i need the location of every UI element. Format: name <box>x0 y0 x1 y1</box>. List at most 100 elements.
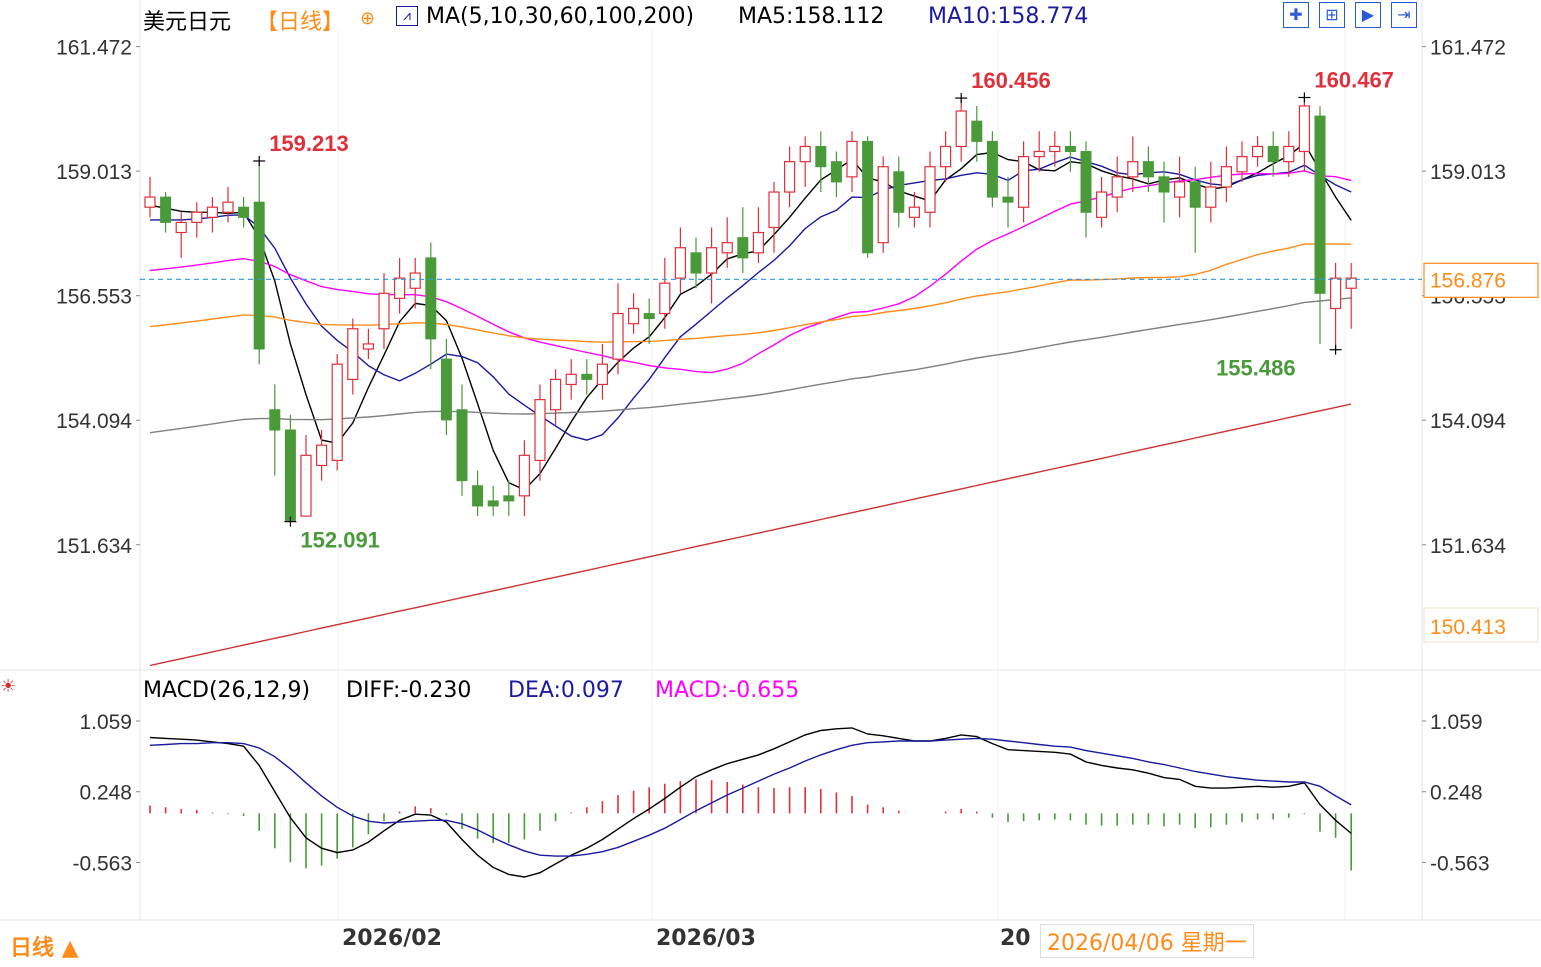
candle-body-up <box>518 454 531 497</box>
ma30-line <box>149 170 1352 374</box>
macd-params-label: MACD(26,12,9) <box>143 678 311 703</box>
y-tick-label-left: 151.634 <box>56 535 132 558</box>
candle-body-up <box>1251 145 1264 158</box>
candle-body-down <box>830 161 842 183</box>
candle-body-down <box>425 257 437 340</box>
candle-body-up <box>596 363 609 386</box>
diff-label: DIFF:-0.230 <box>346 678 472 703</box>
candle-body-up <box>1049 145 1061 153</box>
candle-body-up <box>362 343 374 350</box>
candle-body-up <box>721 242 733 254</box>
candle-body-down <box>1267 145 1279 163</box>
candle-body-up <box>846 140 858 178</box>
y-tick-label-left: 161.472 <box>56 37 132 60</box>
candle-body-down <box>503 495 515 502</box>
candle-body-up <box>534 399 546 461</box>
y-tick-label-right: 151.634 <box>1430 535 1506 558</box>
candle-body-down <box>1142 161 1154 178</box>
candle-body-up <box>1345 277 1357 289</box>
high-annotation: 159.213 <box>269 131 349 156</box>
candle-body-down <box>581 373 593 380</box>
date-label-apr: 20 <box>1000 926 1031 951</box>
candle-body-up <box>1298 105 1311 153</box>
candle-body-up <box>144 196 156 208</box>
candle-body-down <box>269 409 281 431</box>
ma60-line <box>149 243 1352 343</box>
crosshair-toggle-icon[interactable]: ✚ <box>1283 2 1309 28</box>
dea-label: DEA:0.097 <box>508 678 624 703</box>
y-tick-label-left: 154.094 <box>56 410 132 433</box>
ma200-price-box <box>1423 607 1539 643</box>
candle-body-down <box>986 140 998 198</box>
candle-body-up <box>175 221 187 234</box>
candle-body-down <box>737 237 749 259</box>
macd-settings-icon[interactable]: ☀ <box>0 676 17 697</box>
candle-body-down <box>487 500 499 507</box>
step-forward-icon[interactable]: ⇥ <box>1391 2 1417 28</box>
ma-params-label: MA(5,10,30,60,100,200) <box>426 4 695 29</box>
candle-body-up <box>222 201 234 213</box>
candle-body-up <box>347 328 359 380</box>
candle-body-up <box>300 454 312 517</box>
ma10-line <box>150 156 1352 441</box>
zoom-out-icon[interactable]: ⊞ <box>1319 2 1345 28</box>
candle-body-up <box>316 444 328 467</box>
candle-body-down <box>971 120 983 142</box>
candle-body-down <box>160 196 172 223</box>
crosshair-date-label: 2026/04/06 星期一 <box>1040 924 1254 958</box>
candle-body-up <box>783 161 796 193</box>
candle-body-up <box>752 231 765 254</box>
macd-tick-label-right: 1.059 <box>1430 711 1483 734</box>
y-tick-label-left: 159.013 <box>56 161 132 184</box>
candle-body-up <box>409 272 421 289</box>
annotations-layer: 159.213 152.091 160.456 160.467 155.486 <box>253 67 1394 553</box>
candle-body-up <box>705 247 718 274</box>
candle-body-up <box>378 292 390 330</box>
macd-layer <box>149 727 1352 878</box>
period-selector-button[interactable]: 日线 ▲ <box>10 936 79 961</box>
candle-body-down <box>1064 145 1076 153</box>
date-label-mar: 2026/03 <box>656 926 756 951</box>
ma100-line <box>149 297 1352 434</box>
axis-layer: 161.472161.472159.013159.013156.553156.5… <box>56 37 1539 875</box>
macd-tick-label-left: 1.059 <box>79 711 132 734</box>
candle-body-up <box>1095 191 1108 218</box>
candle-body-up <box>908 206 921 218</box>
candle-body-up <box>627 307 640 325</box>
ma-settings-icon[interactable]: ⩘ <box>396 6 418 26</box>
candle-body-up <box>1017 155 1030 208</box>
macd-tick-label-left: 0.248 <box>79 782 132 805</box>
candle-body-down <box>456 409 468 482</box>
date-label-feb: 2026/02 <box>342 926 442 951</box>
current-price-label: 156.876 <box>1430 269 1506 292</box>
candle-body-down <box>643 313 655 320</box>
play-icon[interactable]: ▶ <box>1355 2 1381 28</box>
grid-layer <box>0 0 1541 921</box>
y-tick-label-right: 161.472 <box>1430 37 1506 60</box>
high-annotation: 160.456 <box>971 68 1051 93</box>
candle-body-down <box>893 171 905 213</box>
candle-body-down <box>238 206 250 218</box>
ma5-line <box>149 142 1352 491</box>
candle-body-up <box>612 312 624 360</box>
low-annotation: 155.486 <box>1216 356 1296 381</box>
candle-body-down <box>1189 181 1201 208</box>
candle-body-down <box>862 140 874 254</box>
candle-body-up <box>1283 145 1295 163</box>
candle-body-down <box>1314 115 1326 294</box>
low-annotation: 152.091 <box>300 528 380 553</box>
crosshair-icon[interactable]: ⊕ <box>360 8 376 29</box>
candle-body-up <box>206 206 218 218</box>
candle-body-up <box>877 166 889 244</box>
ma5-label: MA5:158.112 <box>738 4 885 29</box>
candle-body-up <box>1329 277 1342 310</box>
macd-dea-line <box>149 737 1352 857</box>
candle-body-up <box>955 110 967 148</box>
candle-body-down <box>284 429 296 522</box>
high-annotation: 160.467 <box>1314 67 1394 92</box>
candle-body-up <box>768 191 780 229</box>
candle-body-up <box>1205 186 1217 208</box>
period-tag: 【日线】 <box>256 10 345 35</box>
